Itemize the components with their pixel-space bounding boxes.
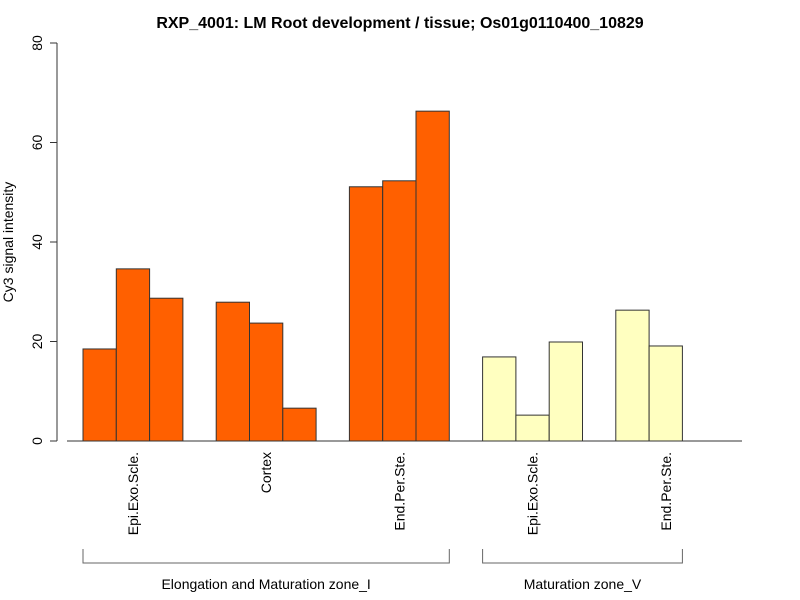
x-tick-label: End.Per.Ste. [658, 452, 674, 531]
bar [415, 110, 450, 442]
bar [648, 345, 683, 442]
x-tick-label: Cortex [258, 452, 274, 493]
x-tick-label: Epi.Exo.Scle. [125, 452, 141, 535]
bar [82, 348, 117, 442]
bar [548, 341, 584, 442]
bar [482, 356, 517, 442]
y-tick-label: 20 [29, 334, 45, 350]
y-tick-label: 80 [29, 35, 45, 51]
bar [115, 268, 151, 442]
y-axis: 0 20 40 60 80 [29, 35, 58, 445]
bar [149, 297, 184, 442]
bar [348, 186, 384, 442]
bar [282, 407, 317, 442]
y-tick-label: 40 [29, 234, 45, 250]
group-label: Maturation zone_V [524, 576, 642, 592]
x-tick-label: Epi.Exo.Scle. [525, 452, 541, 535]
bar [515, 414, 550, 442]
group-bracket [482, 549, 683, 564]
y-tick-label: 0 [29, 437, 45, 445]
bars [82, 110, 683, 442]
y-tick-label: 60 [29, 135, 45, 151]
x-tick-label: End.Per.Ste. [391, 452, 407, 531]
y-axis-label: Cy3 signal intensity [0, 182, 16, 303]
bar [615, 309, 650, 442]
chart-title: RXP_4001: LM Root development / tissue; … [156, 15, 643, 32]
group-label: Elongation and Maturation zone_I [161, 576, 370, 592]
group-bracket [82, 549, 450, 564]
bar [215, 301, 250, 442]
bar [249, 322, 284, 442]
x-tick-labels: Epi.Exo.Scle. Cortex End.Per.Ste. Epi.Exo.S… [125, 452, 674, 535]
group-brackets: Elongation and Maturation zone_I Maturati… [82, 549, 683, 592]
bar [382, 180, 417, 442]
